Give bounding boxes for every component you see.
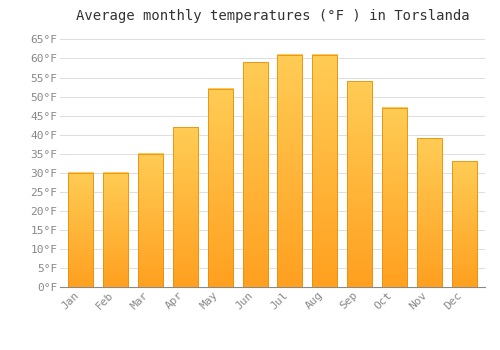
Bar bbox=[452, 161, 476, 287]
Bar bbox=[242, 62, 268, 287]
Bar bbox=[347, 81, 372, 287]
Bar bbox=[208, 89, 233, 287]
Bar bbox=[312, 55, 338, 287]
Bar bbox=[103, 173, 128, 287]
Bar bbox=[138, 154, 163, 287]
Bar bbox=[68, 173, 94, 287]
Bar bbox=[416, 139, 442, 287]
Bar bbox=[347, 81, 372, 287]
Bar bbox=[278, 55, 302, 287]
Bar bbox=[208, 89, 233, 287]
Bar bbox=[416, 139, 442, 287]
Bar bbox=[68, 173, 94, 287]
Bar bbox=[452, 161, 476, 287]
Bar bbox=[242, 62, 268, 287]
Bar bbox=[173, 127, 198, 287]
Bar bbox=[382, 108, 407, 287]
Bar bbox=[138, 154, 163, 287]
Bar bbox=[382, 108, 407, 287]
Bar bbox=[103, 173, 128, 287]
Title: Average monthly temperatures (°F ) in Torslanda: Average monthly temperatures (°F ) in To… bbox=[76, 9, 469, 23]
Bar bbox=[173, 127, 198, 287]
Bar bbox=[278, 55, 302, 287]
Bar bbox=[312, 55, 338, 287]
